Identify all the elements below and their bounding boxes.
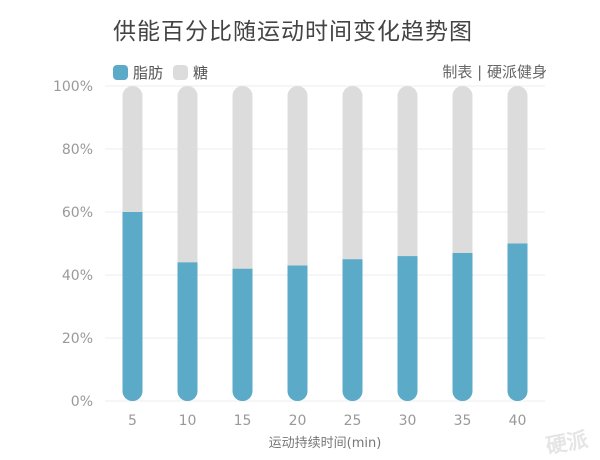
chart-credit: 制表 | 硬派健身 (442, 63, 547, 81)
bar-segment-fat (232, 268, 253, 402)
bar-segment-fat (287, 265, 308, 402)
x-tick-label: 25 (344, 413, 362, 429)
legend-swatch-fat (113, 64, 128, 80)
y-tick-label: 20% (62, 331, 93, 347)
y-tick-label: 100% (53, 79, 93, 95)
y-tick-label: 80% (62, 142, 93, 158)
x-tick-label: 35 (454, 413, 472, 429)
chart-title: 供能百分比随运动时间变化趋势图 (113, 19, 473, 45)
x-tick-label: 15 (234, 413, 252, 429)
x-tick-label: 10 (179, 413, 197, 429)
legend-label-sugar: 糖 (193, 63, 209, 82)
bar-segment-fat (452, 252, 473, 402)
legend-item-fat: 脂肪 (113, 62, 163, 83)
x-tick-label: 30 (399, 413, 417, 429)
legend-label-fat: 脂肪 (133, 63, 164, 82)
legend-swatch-sugar (173, 64, 189, 80)
bar-segment-fat (122, 212, 143, 402)
legend-item-sugar: 糖 (173, 62, 208, 83)
legend: 脂肪 糖 (113, 61, 218, 83)
x-axis-title: 运动持续时间(min) (269, 436, 382, 451)
bar-segment-fat (507, 243, 528, 402)
x-tick-label: 20 (289, 413, 307, 429)
bar-segment-fat (342, 259, 363, 402)
bar-segment-fat (397, 256, 418, 402)
y-tick-label: 0% (71, 394, 93, 410)
y-tick-label: 60% (62, 205, 93, 221)
x-tick-label: 40 (509, 413, 527, 429)
x-tick-label: 5 (128, 413, 137, 429)
y-tick-label: 40% (62, 268, 93, 284)
bar-segment-fat (177, 262, 198, 402)
